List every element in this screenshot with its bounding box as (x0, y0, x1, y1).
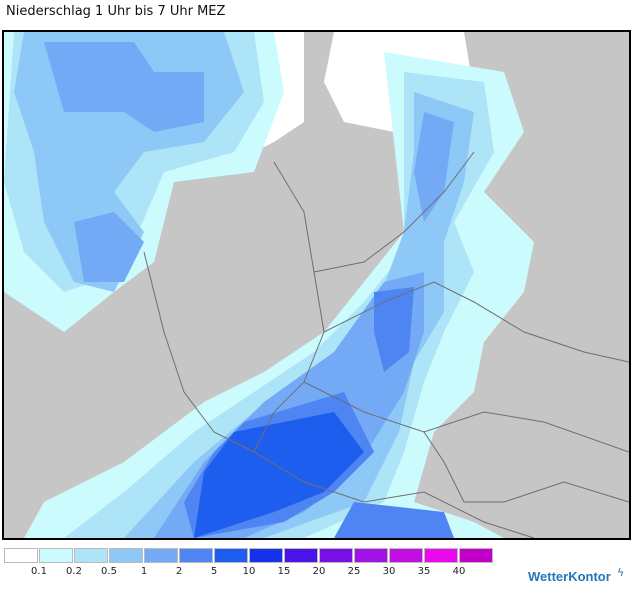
lightning-icon: ϟ (617, 566, 625, 579)
wetterkontor-logo: WetterKontor (528, 569, 611, 584)
precip-zone-1-east (414, 112, 454, 222)
map-title: Niederschlag 1 Uhr bis 7 Uhr MEZ (6, 4, 226, 19)
legend-tick-label: 35 (417, 566, 431, 577)
legend-tick-label: 40 (452, 566, 466, 577)
legend-swatch (4, 548, 38, 563)
legend-tick-label: 30 (382, 566, 396, 577)
legend-swatch (249, 548, 283, 563)
precipitation-legend (4, 548, 494, 563)
legend-tick-label: 2 (175, 566, 183, 577)
precip-zone-05-band (124, 92, 474, 538)
precip-zone-2-east (374, 287, 414, 372)
legend-tick-label: 15 (277, 566, 291, 577)
legend-swatch (109, 548, 143, 563)
legend-swatch (39, 548, 73, 563)
legend-swatch (319, 548, 353, 563)
precip-zone-2-alps (334, 502, 454, 538)
legend-swatch (389, 548, 423, 563)
legend-swatch (214, 548, 248, 563)
legend-swatch (74, 548, 108, 563)
legend-swatch (179, 548, 213, 563)
legend-tick-label: 0.5 (101, 566, 117, 577)
legend-tick-label: 5 (210, 566, 218, 577)
legend-tick-label: 25 (347, 566, 361, 577)
legend-tick-label: 20 (312, 566, 326, 577)
legend-swatch (459, 548, 493, 563)
legend-swatch (144, 548, 178, 563)
country-borders (143, 151, 629, 538)
precip-zone-1-west (74, 212, 144, 282)
legend-tick-label: 0.2 (66, 566, 82, 577)
legend-labels: 0.1 0.2 0.5 1 2 5 10 15 20 25 30 35 40 (4, 566, 524, 580)
legend-tick-label: 0.1 (31, 566, 47, 577)
legend-swatch (354, 548, 388, 563)
map-svg (4, 32, 629, 538)
legend-tick-label: 10 (242, 566, 256, 577)
precip-zone-1-north (44, 42, 204, 132)
precipitation-map (2, 30, 631, 540)
legend-tick-label: 1 (140, 566, 148, 577)
legend-swatch (424, 548, 458, 563)
legend-swatch (284, 548, 318, 563)
